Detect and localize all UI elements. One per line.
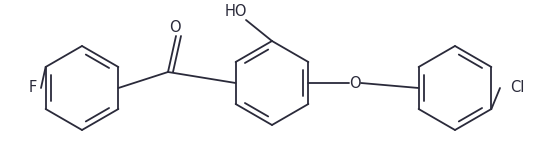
Text: HO: HO (225, 4, 247, 20)
Text: F: F (29, 81, 37, 96)
Text: O: O (349, 75, 361, 90)
Text: Cl: Cl (510, 81, 524, 96)
Text: O: O (169, 21, 181, 36)
